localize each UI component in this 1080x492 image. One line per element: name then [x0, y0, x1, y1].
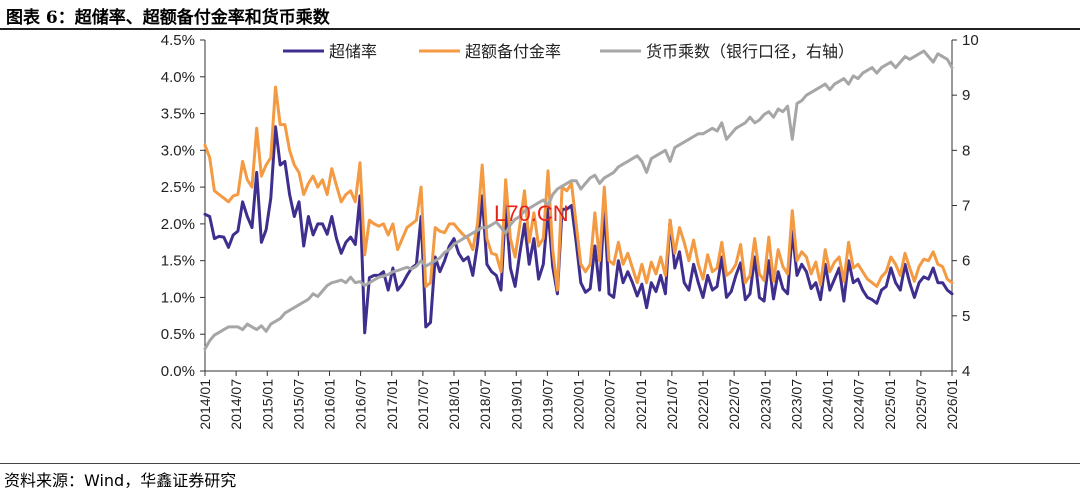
y-right-tick-label: 7: [962, 198, 970, 215]
x-tick-label: 2021/07: [664, 379, 680, 430]
x-tick-label: 2023/07: [788, 379, 804, 430]
x-tick-label: 2024/01: [820, 379, 836, 430]
series-line-excess-provision: [203, 85, 954, 292]
x-tick-label: 2014/07: [228, 379, 244, 430]
series-line-money-multiplier: [203, 49, 954, 351]
x-tick-label: 2024/07: [851, 379, 867, 430]
y-right-tick-label: 8: [962, 142, 970, 159]
y-left-tick-label: 3.0%: [161, 142, 195, 159]
x-tick-label: 2022/07: [726, 379, 742, 430]
y-left-tick-label: 2.0%: [161, 216, 195, 233]
legend-label: 超储率: [329, 42, 377, 61]
title-divider: [0, 28, 1080, 30]
x-tick-label: 2023/01: [757, 379, 773, 430]
series-line-excess-reserve: [203, 125, 954, 335]
y-right-tick-label: 4: [962, 363, 970, 380]
chart-legend: 超储率 超额备付金率 货币乘数（银行口径，右轴）: [283, 42, 854, 61]
x-tick-label: 2016/01: [322, 379, 338, 430]
chart-title: 图表 6：超储率、超额备付金率和货币乘数: [6, 8, 330, 28]
footer-divider: [0, 463, 1080, 464]
x-tick-label: 2019/01: [508, 379, 524, 430]
legend-label: 货币乘数（银行口径，右轴）: [646, 42, 854, 61]
x-tick-label: 2014/01: [197, 379, 213, 430]
x-tick-label: 2022/01: [695, 379, 711, 430]
y-left-tick-label: 1.0%: [161, 289, 195, 306]
y-left-tick-label: 4.5%: [161, 32, 195, 49]
x-tick-label: 2020/01: [571, 379, 587, 430]
legend-label: 超额备付金率: [465, 42, 561, 61]
x-tick-label: 2017/07: [415, 379, 431, 430]
x-tick-label: 2018/01: [446, 379, 462, 430]
x-tick-label: 2021/01: [633, 379, 649, 430]
y-left-tick-label: 4.0%: [161, 69, 195, 86]
y-right-tick-label: 9: [962, 87, 970, 104]
y-right-tick-label: 6: [962, 253, 970, 270]
y-left-tick-label: 1.5%: [161, 253, 195, 270]
y-left-tick-label: 0.5%: [161, 326, 195, 343]
watermark: L70.CN: [494, 201, 569, 226]
y-left-tick-label: 2.5%: [161, 179, 195, 196]
x-tick-label: 2015/01: [259, 379, 275, 430]
x-tick-label: 2017/01: [384, 379, 400, 430]
y-right-tick-label: 5: [962, 308, 970, 325]
y-left-tick-label: 0.0%: [161, 363, 195, 380]
y-right-tick-label: 10: [962, 32, 979, 49]
chart-lines: [203, 49, 954, 351]
x-tick-label: 2020/07: [602, 379, 618, 430]
x-tick-label: 2018/07: [477, 379, 493, 430]
x-tick-label: 2026/01: [944, 379, 960, 430]
x-tick-label: 2025/01: [882, 379, 898, 430]
chart-axes: 0.0% 0.5% 1.0% 1.5% 2.0% 2.5% 3.0% 3.5% 4.0% 4.5%…: [161, 32, 979, 430]
source-note: 资料来源：Wind，华鑫证券研究: [4, 471, 237, 490]
x-tick-label: 2015/07: [290, 379, 306, 430]
x-tick-label: 2019/07: [539, 379, 555, 430]
y-left-tick-label: 3.5%: [161, 106, 195, 123]
x-tick-label: 2025/07: [913, 379, 929, 430]
x-tick-label: 2016/07: [353, 379, 369, 430]
